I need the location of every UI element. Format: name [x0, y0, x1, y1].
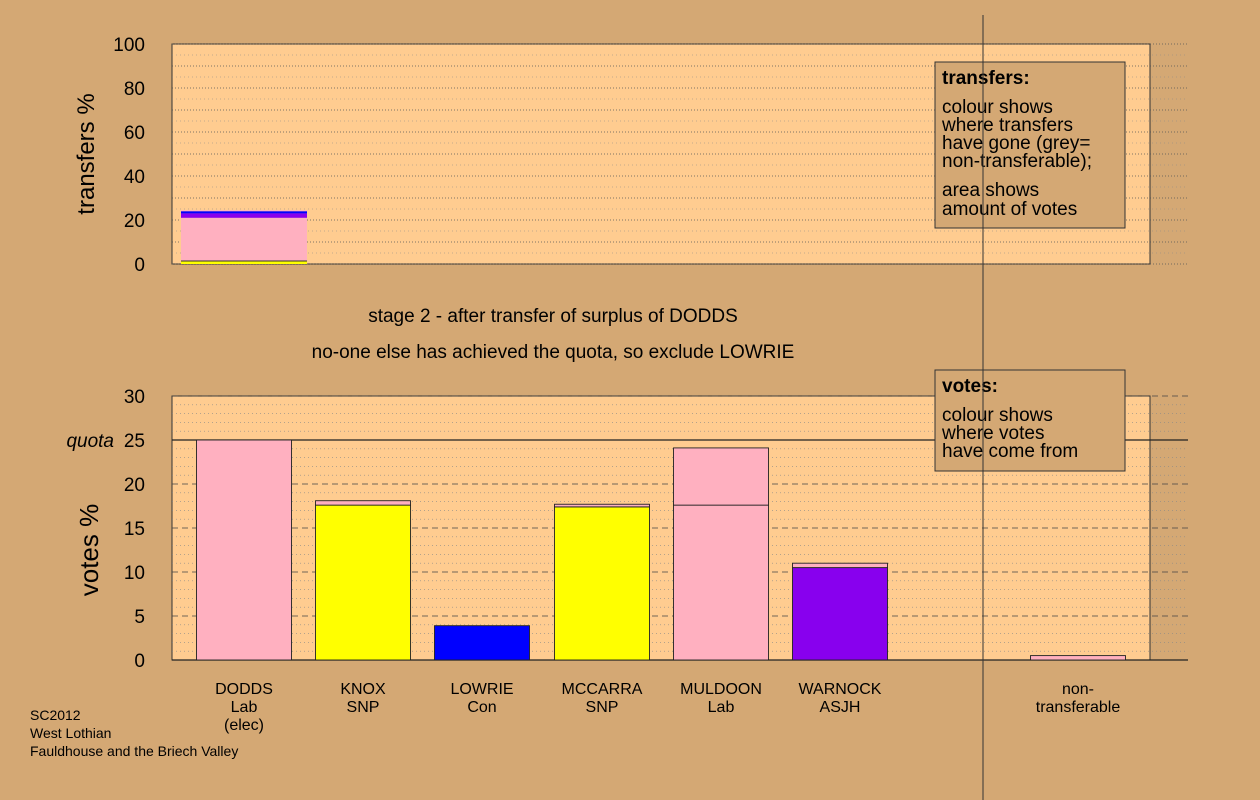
transfers-chart: 0 20 40 60 80 100 transfers % transfers: colour … — [73, 35, 1188, 276]
transfers-legend-text: colour shows — [942, 97, 1053, 118]
votes-category-label: DODDS — [215, 681, 273, 698]
votes-legend-text: colour shows — [942, 405, 1053, 426]
votes-legend-text: have come from — [942, 441, 1078, 462]
transfers-y-tick-label: 60 — [124, 123, 145, 144]
votes-category-label: LOWRIE — [450, 681, 513, 698]
votes-bar-segment-muldoon — [673, 447, 769, 506]
transfers-y-axis-label: transfers % — [73, 93, 100, 214]
votes-bar-segment-warnock — [792, 562, 888, 569]
votes-bar-segment-knox — [315, 500, 411, 506]
stage-subtitle: no-one else has achieved the quota, so e… — [312, 342, 795, 363]
votes-y-tick-label: 10 — [124, 563, 145, 584]
votes-category-label: SNP — [586, 699, 619, 716]
transfers-bar-segment — [181, 211, 307, 214]
votes-y-tick-label: 0 — [134, 651, 145, 672]
votes-category-label: Con — [467, 699, 496, 716]
votes-category-label: MCCARRA — [562, 681, 643, 698]
transfers-y-tick-label: 40 — [124, 167, 145, 188]
transfers-bar-segment — [181, 213, 307, 218]
transfers-legend-box — [934, 61, 1126, 229]
transfers-bar-segment — [181, 217, 307, 261]
votes-legend-box — [934, 369, 1126, 472]
votes-bar-segment-muldoon — [673, 504, 769, 661]
transfers-bar-segment — [181, 210, 307, 212]
votes-y-tick-label: 15 — [124, 519, 145, 540]
transfers-legend-text: amount of votes — [942, 199, 1077, 220]
votes-bar-segment-warnock — [792, 567, 888, 661]
transfers-legend-text: non-transferable); — [942, 151, 1092, 172]
votes-y-axis-label: votes % — [74, 504, 104, 597]
votes-bar-segment-mccarra — [554, 503, 650, 508]
transfers-legend-text: have gone (grey= — [942, 133, 1090, 154]
footer-line-1: SC2012 — [30, 707, 81, 723]
footer-line-2: West Lothian — [30, 725, 111, 741]
votes-y-tick-label: 20 — [124, 475, 145, 496]
transfers-y-tick-label: 20 — [124, 211, 145, 232]
votes-legend-text: where votes — [941, 423, 1044, 444]
votes-category-label: Lab — [708, 699, 735, 716]
votes-y-tick-label: 30 — [124, 387, 145, 408]
votes-category-label: non- — [1062, 681, 1094, 698]
stage-title: stage 2 - after transfer of surplus of D… — [368, 306, 738, 327]
votes-category-label: SNP — [347, 699, 380, 716]
votes-bar-segment-non-transferable — [1030, 655, 1126, 661]
transfers-legend-title: transfers: — [942, 68, 1030, 89]
transfers-bar-segment — [181, 260, 307, 264]
votes-bar-segment-lowrie — [434, 625, 530, 661]
votes-y-tick-label: 5 — [134, 607, 145, 628]
votes-y-tick-label: 25 — [124, 431, 145, 452]
votes-category-label: (elec) — [224, 717, 264, 734]
quota-label: quota — [66, 431, 114, 452]
votes-bar-segment-dodds — [196, 439, 292, 661]
transfers-legend-text: area shows — [942, 180, 1039, 201]
votes-category-label: WARNOCK — [799, 681, 882, 698]
votes-category-label: transferable — [1036, 699, 1121, 716]
votes-bar-segment-knox — [315, 504, 411, 661]
votes-legend-title: votes: — [942, 376, 998, 397]
transfers-legend-text: where transfers — [941, 115, 1073, 136]
votes-category-label: KNOX — [340, 681, 386, 698]
footer-line-3: Fauldhouse and the Briech Valley — [30, 743, 238, 759]
transfers-y-tick-label: 0 — [134, 255, 145, 276]
votes-bar-segment-mccarra — [554, 506, 650, 661]
transfers-y-tick-label: 100 — [113, 35, 145, 56]
votes-category-label: ASJH — [820, 699, 861, 716]
transfers-y-tick-label: 80 — [124, 79, 145, 100]
votes-category-label: MULDOON — [680, 681, 762, 698]
votes-category-label: Lab — [231, 699, 258, 716]
